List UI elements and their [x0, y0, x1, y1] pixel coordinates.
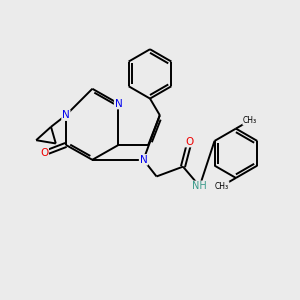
Text: O: O — [185, 137, 194, 147]
Text: CH₃: CH₃ — [243, 116, 257, 125]
Text: CH₃: CH₃ — [215, 182, 229, 190]
Text: N: N — [140, 155, 147, 165]
Text: N: N — [115, 99, 122, 109]
Text: O: O — [40, 148, 48, 158]
Text: N: N — [62, 110, 70, 120]
Text: NH: NH — [192, 181, 207, 191]
